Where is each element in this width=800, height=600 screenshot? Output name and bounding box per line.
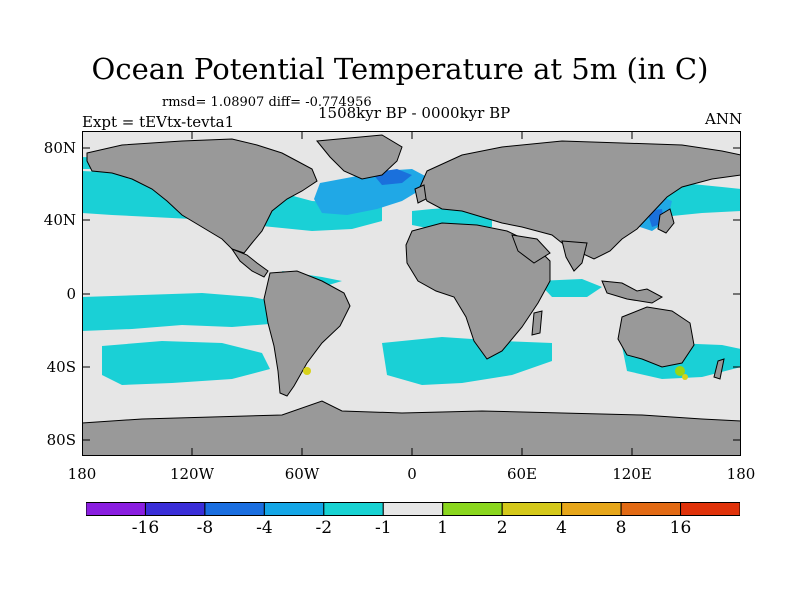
arabia [511,234,551,264]
antarctica [82,400,741,456]
colorbar-label-9: 16 [669,518,692,538]
colorbar-box-7 [501,502,563,516]
colorbar-box-1 [144,502,206,516]
lat-label-0: 0 [66,285,76,303]
colorbar [86,502,740,516]
greenland [316,134,403,180]
africa [405,222,551,360]
new-zealand [713,358,725,380]
colorbar-box-9 [620,502,682,516]
map-frame [82,131,741,456]
colorbar-label-3: -2 [315,518,333,538]
colorbar-box-3 [263,502,325,516]
lat-label-40s: 40S [46,358,76,376]
lon-label-60w: 60W [284,465,320,483]
lon-label-0: 0 [407,465,417,483]
madagascar [531,310,543,336]
colorbar-box-6 [442,502,503,516]
south-america [263,270,351,397]
australia [617,306,695,368]
warm-anomaly-spots [303,366,688,380]
india [561,240,588,272]
lon-label-180e: 180 [726,465,756,483]
lon-label-120w: 120W [169,465,215,483]
land-masses [82,134,741,456]
colorbar-box-5 [382,502,444,516]
colorbar-label-1: -8 [196,518,214,538]
season-label: ANN [705,110,743,128]
central-america [230,247,269,278]
colorbar-box-2 [204,502,265,516]
colorbar-box-10 [680,502,740,516]
colorbar-box-0 [86,502,146,516]
colorbar-label-7: 4 [556,518,567,538]
eurasia [419,140,741,260]
plot-title: Ocean Potential Temperature at 5m (in C) [91,52,709,86]
colorbar-label-8: 8 [615,518,627,538]
north-america [86,138,318,254]
indonesia [601,280,664,304]
experiment-label: Expt = tEVtx-tevta1 [82,113,235,131]
stats-label: rmsd= 1.08907 diff= -0.774956 [162,95,372,110]
lat-label-40n: 40N [43,211,76,229]
axis-ticks [82,131,741,456]
world-map [82,131,741,456]
colorbar-label-2: -4 [256,518,273,538]
colorbar-box-8 [561,502,622,516]
colorbar-label-6: 2 [496,518,508,538]
lon-label-120e: 120E [612,465,652,483]
lon-label-180w: 180 [67,465,97,483]
colorbar-box-4 [323,502,384,516]
lat-label-80n: 80N [43,139,76,157]
colorbar-label-5: 1 [437,518,449,538]
colorbar-label-4: -1 [375,518,392,538]
colorbar-label-0: -16 [131,518,160,538]
period-label: 1508kyr BP - 0000kyr BP [318,104,511,122]
lon-label-60e: 60E [506,465,538,483]
british-isles [414,184,427,204]
japan [657,208,675,234]
lat-label-80s: 80S [46,431,76,449]
